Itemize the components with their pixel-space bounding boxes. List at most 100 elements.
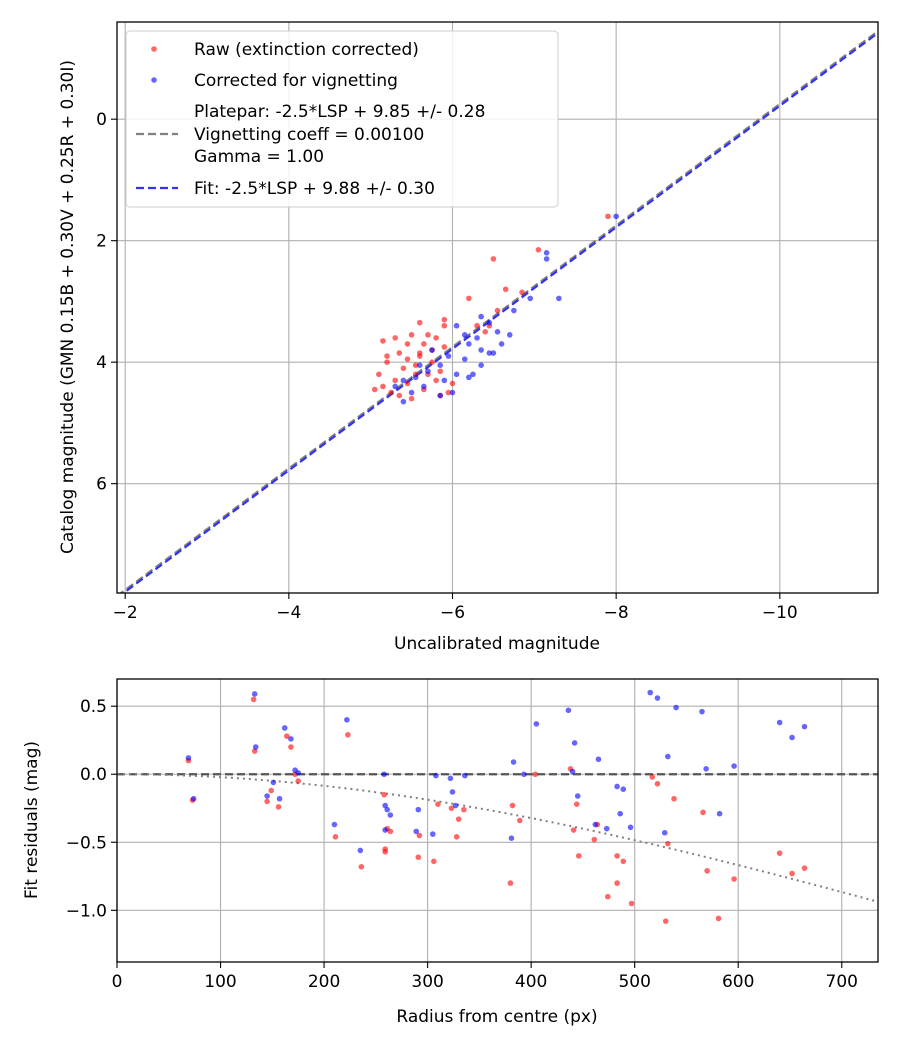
corrected-point xyxy=(462,772,468,779)
raw-point xyxy=(400,365,407,372)
corrected-point xyxy=(441,377,448,384)
raw-point xyxy=(380,383,386,390)
raw-point xyxy=(461,806,467,813)
raw-point xyxy=(429,359,435,365)
corrected-point xyxy=(429,831,436,837)
raw-point xyxy=(445,389,452,396)
raw-point xyxy=(433,335,439,341)
x-tick-label: −10 xyxy=(762,603,798,623)
fit-line xyxy=(121,32,878,593)
corrected-point xyxy=(592,821,599,828)
corrected-point xyxy=(412,374,419,381)
raw-point xyxy=(448,805,455,812)
raw-point xyxy=(519,289,525,296)
corrected-point xyxy=(392,383,399,390)
corrected-point xyxy=(449,789,456,795)
corrected-point xyxy=(498,341,505,347)
x-tick-label: 700 xyxy=(826,972,858,992)
corrected-point xyxy=(453,322,460,329)
legend-corrected-label: Corrected for vignetting xyxy=(194,71,398,91)
raw-point xyxy=(474,322,480,329)
corrected-point xyxy=(486,319,493,326)
raw-point xyxy=(776,850,783,856)
corrected-point xyxy=(429,347,435,353)
top-x-axis-label: Uncalibrated magnitude xyxy=(394,634,600,654)
bottom-ticks: 0 100 200 300 400 500 600 700 0.5 0.0 −0.5 −1.0 xyxy=(66,697,858,992)
raw-point xyxy=(376,371,382,378)
corrected-point xyxy=(654,695,661,701)
raw-point xyxy=(381,791,387,798)
raw-point xyxy=(614,880,620,886)
raw-point xyxy=(421,341,427,347)
y-tick-label: 0.0 xyxy=(80,765,107,785)
corrected-point xyxy=(521,771,527,778)
raw-point xyxy=(704,868,710,874)
y-tick-label: 0.5 xyxy=(80,697,107,717)
legend-box xyxy=(125,30,559,208)
raw-point xyxy=(441,316,448,323)
corrected-point xyxy=(190,795,197,802)
x-tick-label: 600 xyxy=(722,972,754,992)
y-tick-label: 4 xyxy=(96,353,107,373)
raw-point xyxy=(392,335,399,341)
top-plot: −2 −4 −6 −8 −10 0 2 4 6 Uncalibrated magnitude C… xyxy=(58,21,879,654)
bottom-y-axis-label: Fit residuals (mag) xyxy=(22,741,42,899)
raw-point xyxy=(433,377,439,384)
raw-point xyxy=(671,795,677,802)
corrected-point xyxy=(620,786,627,793)
corrected-point xyxy=(603,825,610,832)
x-tick-label: 300 xyxy=(411,972,443,992)
raw-point xyxy=(388,389,394,396)
raw-point xyxy=(416,350,423,356)
corrected-point xyxy=(801,723,808,730)
corrected-point xyxy=(661,829,668,836)
x-tick-label: −2 xyxy=(113,603,138,623)
raw-point xyxy=(404,380,411,387)
bottom-plot: 0 100 200 300 400 500 600 700 0.5 0.0 −0.5 −1.0 Rad… xyxy=(22,678,879,1027)
raw-point xyxy=(387,828,394,835)
raw-point xyxy=(371,386,378,393)
raw-point xyxy=(415,854,422,861)
raw-point xyxy=(416,832,423,839)
raw-point xyxy=(275,804,282,810)
raw-point xyxy=(437,368,444,375)
raw-point xyxy=(570,827,577,833)
raw-point xyxy=(250,696,257,703)
corrected-point xyxy=(251,691,258,697)
corrected-point xyxy=(425,368,431,375)
corrected-point xyxy=(445,353,452,359)
raw-point xyxy=(435,801,441,807)
raw-point xyxy=(396,392,403,399)
raw-point xyxy=(284,733,290,739)
corrected-point xyxy=(437,392,444,399)
legend-raw-marker xyxy=(151,46,157,52)
corrected-point xyxy=(276,795,283,802)
legend-platepar-label-2: Vignetting coeff = 0.00100 xyxy=(194,125,424,145)
y-tick-label: 2 xyxy=(96,232,107,252)
raw-point xyxy=(654,780,661,787)
corrected-point xyxy=(413,828,420,835)
x-tick-label: 200 xyxy=(308,972,340,992)
raw-point xyxy=(416,319,423,326)
corrected-point xyxy=(789,734,795,741)
corrected-point xyxy=(382,827,388,833)
corrected-point xyxy=(511,307,517,314)
corrected-point xyxy=(331,821,338,828)
raw-point xyxy=(575,853,582,859)
corrected-point xyxy=(776,719,783,726)
corrected-point xyxy=(387,812,394,818)
raw-point xyxy=(628,900,635,907)
corrected-point xyxy=(288,736,294,742)
corrected-point xyxy=(614,783,620,790)
corrected-point xyxy=(569,768,576,775)
corrected-point xyxy=(384,806,391,813)
bottom-axes-frame xyxy=(116,678,879,963)
raw-point xyxy=(482,328,489,335)
raw-point xyxy=(591,836,598,843)
corrected-point xyxy=(449,389,456,396)
legend-platepar-label-1: Platepar: -2.5*LSP + 9.85 +/- 0.28 xyxy=(194,102,485,122)
corrected-point xyxy=(252,744,259,750)
raw-point xyxy=(620,858,627,865)
raw-point xyxy=(408,332,415,338)
